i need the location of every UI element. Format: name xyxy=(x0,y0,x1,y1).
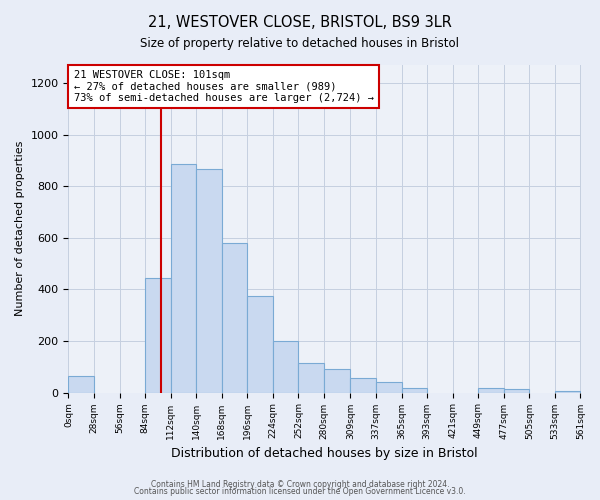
Bar xyxy=(273,341,298,392)
Bar xyxy=(504,390,529,392)
Text: Contains public sector information licensed under the Open Government Licence v3: Contains public sector information licen… xyxy=(134,487,466,496)
Bar xyxy=(324,370,350,392)
Text: 21, WESTOVER CLOSE, BRISTOL, BS9 3LR: 21, WESTOVER CLOSE, BRISTOL, BS9 3LR xyxy=(148,15,452,30)
Text: 21 WESTOVER CLOSE: 101sqm
← 27% of detached houses are smaller (989)
73% of semi: 21 WESTOVER CLOSE: 101sqm ← 27% of detac… xyxy=(74,70,374,103)
Bar xyxy=(247,296,273,392)
Y-axis label: Number of detached properties: Number of detached properties xyxy=(15,141,25,316)
Bar xyxy=(298,363,324,392)
Text: Contains HM Land Registry data © Crown copyright and database right 2024.: Contains HM Land Registry data © Crown c… xyxy=(151,480,449,489)
Bar xyxy=(401,388,427,392)
Bar xyxy=(376,382,401,392)
Bar xyxy=(196,170,222,392)
Bar xyxy=(478,388,504,392)
X-axis label: Distribution of detached houses by size in Bristol: Distribution of detached houses by size … xyxy=(171,447,478,460)
Bar xyxy=(222,243,247,392)
Bar xyxy=(170,164,196,392)
Bar xyxy=(350,378,376,392)
Text: Size of property relative to detached houses in Bristol: Size of property relative to detached ho… xyxy=(140,38,460,51)
Bar xyxy=(68,376,94,392)
Bar xyxy=(145,278,170,392)
